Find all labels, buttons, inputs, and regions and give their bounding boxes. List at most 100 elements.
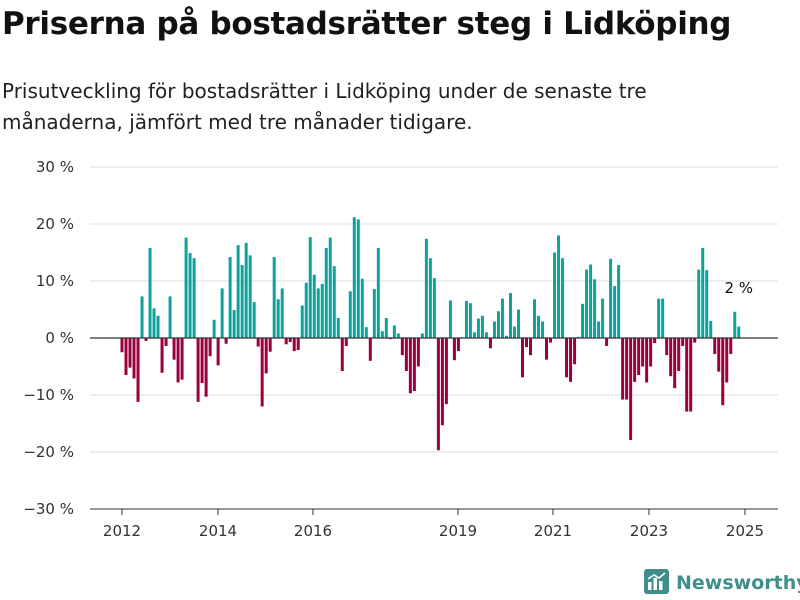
bar bbox=[537, 315, 541, 338]
bar bbox=[352, 217, 356, 338]
bar bbox=[188, 253, 192, 338]
bar bbox=[192, 258, 196, 338]
bar bbox=[396, 333, 400, 338]
bar bbox=[529, 338, 533, 356]
bar bbox=[372, 288, 376, 338]
bar bbox=[729, 338, 733, 354]
x-tick-label: 2016 bbox=[294, 522, 332, 540]
bar bbox=[120, 338, 124, 353]
bar bbox=[344, 338, 348, 346]
bar bbox=[148, 247, 152, 338]
bar bbox=[280, 288, 284, 338]
bar bbox=[725, 338, 729, 383]
bar bbox=[613, 286, 617, 338]
bar bbox=[348, 291, 352, 338]
newsworthy-logo[interactable]: Newsworthy bbox=[644, 568, 800, 598]
bar bbox=[196, 338, 200, 402]
bar bbox=[420, 333, 424, 338]
bar bbox=[220, 288, 224, 338]
bar bbox=[569, 338, 573, 382]
bar bbox=[593, 279, 597, 338]
bar bbox=[168, 296, 172, 338]
bar bbox=[689, 338, 693, 412]
bar bbox=[472, 332, 476, 338]
y-axis-labels: 30 % 20 % 10 % 0 % −10 % −20 % −30 % bbox=[23, 158, 74, 518]
bar bbox=[228, 257, 232, 338]
bar bbox=[597, 321, 601, 338]
bar bbox=[136, 338, 140, 402]
x-axis-labels: 2012 2014 2016 2019 2021 2023 2025 bbox=[103, 509, 764, 540]
bar bbox=[240, 265, 244, 338]
bar bbox=[468, 303, 472, 338]
bar bbox=[661, 298, 665, 338]
y-tick-label: −20 % bbox=[23, 443, 74, 461]
y-tick-label: −30 % bbox=[23, 500, 74, 518]
bar bbox=[308, 237, 312, 338]
bar bbox=[609, 258, 613, 338]
bar bbox=[320, 283, 324, 338]
bar bbox=[641, 338, 645, 367]
bar-chart-logo-icon bbox=[644, 568, 669, 598]
bar bbox=[452, 338, 456, 361]
bar bbox=[164, 338, 168, 346]
bar bbox=[508, 292, 512, 338]
y-tick-label: 30 % bbox=[36, 158, 74, 176]
bar bbox=[617, 265, 621, 338]
bar bbox=[180, 338, 184, 380]
bar bbox=[480, 315, 484, 338]
bar bbox=[585, 269, 589, 338]
bar bbox=[336, 318, 340, 338]
bar bbox=[384, 318, 388, 338]
bar bbox=[256, 338, 260, 347]
x-tick-label: 2021 bbox=[534, 522, 572, 540]
bar bbox=[549, 338, 553, 343]
bar bbox=[701, 247, 705, 338]
bar bbox=[412, 338, 416, 392]
bar bbox=[589, 264, 593, 338]
bar bbox=[332, 266, 336, 338]
bar bbox=[160, 338, 164, 373]
bar bbox=[533, 299, 537, 338]
bar bbox=[721, 338, 725, 406]
bar bbox=[637, 338, 641, 376]
bar bbox=[408, 338, 412, 394]
bar bbox=[565, 338, 569, 378]
bar bbox=[260, 338, 264, 407]
bar bbox=[316, 288, 320, 338]
x-tick-label: 2023 bbox=[630, 522, 668, 540]
bar bbox=[404, 338, 408, 372]
bar bbox=[152, 308, 156, 338]
bar bbox=[360, 278, 364, 338]
bar bbox=[733, 311, 737, 338]
bar bbox=[669, 338, 673, 377]
bar bbox=[140, 296, 144, 338]
bar bbox=[128, 338, 132, 368]
bar bbox=[697, 269, 701, 338]
bar bbox=[541, 321, 545, 338]
bar bbox=[685, 338, 689, 412]
bar bbox=[400, 338, 404, 356]
bar bbox=[200, 338, 204, 384]
bar bbox=[492, 321, 496, 338]
x-axis bbox=[90, 337, 778, 510]
bar bbox=[380, 331, 384, 338]
bar bbox=[312, 274, 316, 338]
x-tick-label: 2014 bbox=[199, 522, 237, 540]
bar bbox=[512, 326, 516, 338]
bar bbox=[525, 338, 528, 348]
bar bbox=[496, 311, 500, 338]
bar bbox=[484, 332, 488, 338]
bar bbox=[324, 247, 328, 338]
bar bbox=[444, 338, 448, 405]
bar bbox=[328, 237, 332, 338]
bar bbox=[573, 338, 577, 365]
bar bbox=[132, 338, 136, 379]
bar bbox=[476, 318, 480, 338]
bar bbox=[252, 302, 256, 338]
bar bbox=[601, 298, 605, 338]
bar bbox=[633, 338, 637, 382]
bar bbox=[521, 338, 524, 378]
bar bbox=[124, 338, 128, 376]
bar bbox=[649, 338, 653, 367]
